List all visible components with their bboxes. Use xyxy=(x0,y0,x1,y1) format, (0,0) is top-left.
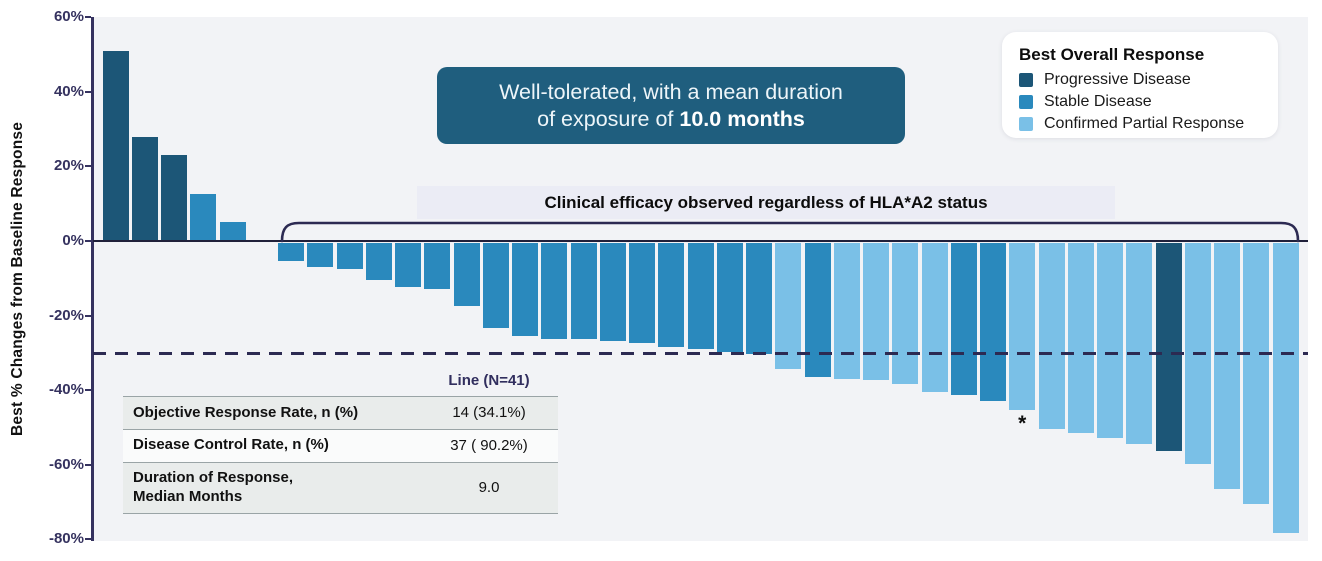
bar-sd xyxy=(541,242,568,340)
bar-sd xyxy=(424,242,451,290)
legend-item-label: Confirmed Partial Response xyxy=(1044,115,1245,132)
y-tick-mark xyxy=(85,90,91,93)
table-header-row: Line (N=41) xyxy=(123,372,558,396)
bar-sd xyxy=(453,242,480,306)
legend-swatch-icon xyxy=(1019,95,1033,109)
bar-sd xyxy=(395,242,421,288)
bar-sd xyxy=(512,242,538,336)
legend-item-label: Stable Disease xyxy=(1044,93,1152,110)
bar-sd xyxy=(950,242,977,396)
y-tick-label: 40% xyxy=(53,82,84,100)
callout-bold-value: 10.0 months xyxy=(679,106,805,131)
bar-cpr xyxy=(1097,242,1123,439)
bar-sd xyxy=(716,242,743,353)
bar-sd xyxy=(336,242,363,269)
y-tick-mark xyxy=(85,240,91,242)
bar-cpr xyxy=(863,242,889,381)
bar-pd xyxy=(161,155,187,241)
table-row-label: Duration of Response, Median Months xyxy=(133,469,294,505)
table-header-line-n41: Line (N=41) xyxy=(448,372,530,389)
table-row-label: Objective Response Rate, n (%) xyxy=(133,403,359,421)
bar-sd xyxy=(746,242,772,355)
bar-cpr xyxy=(1009,242,1036,411)
y-tick-label: 0% xyxy=(62,232,84,249)
bar-pd xyxy=(131,136,158,241)
bar-pd xyxy=(102,50,129,241)
bar-cpr xyxy=(892,242,919,385)
efficacy-annotation: Clinical efficacy observed regardless of… xyxy=(417,186,1115,219)
y-tick-label: -60% xyxy=(48,455,84,473)
bar-sd xyxy=(629,242,655,344)
legend-item-pd: Progressive Disease xyxy=(1019,69,1278,91)
bar-sd xyxy=(278,242,304,262)
y-axis-line xyxy=(91,17,94,541)
y-tick-label: -20% xyxy=(48,306,84,324)
legend: Best Overall Response Progressive Diseas… xyxy=(1002,32,1278,138)
bar-sd xyxy=(804,242,831,377)
zero-baseline xyxy=(93,239,1308,242)
y-tick-label: 60% xyxy=(53,8,84,26)
minus-30-percent-reference-line xyxy=(93,351,1308,355)
bar-sd xyxy=(190,194,217,241)
footnote-asterisk: * xyxy=(1018,411,1027,435)
legend-item-cpr: Confirmed Partial Response xyxy=(1019,113,1278,135)
legend-swatch-icon xyxy=(1019,73,1033,87)
y-tick-mark xyxy=(85,165,91,168)
bar-pd xyxy=(1155,242,1182,452)
bar-sd xyxy=(599,242,626,342)
bar-sd xyxy=(980,242,1006,401)
y-tick-label: 20% xyxy=(53,157,84,175)
legend-swatch-icon xyxy=(1019,117,1033,131)
y-axis-title: Best % Changes from Baseline Response xyxy=(9,121,26,437)
table-row-value: 14 (34.1%) xyxy=(452,404,526,422)
bar-cpr xyxy=(1272,242,1299,534)
callout-line2: of exposure of 10.0 months xyxy=(537,106,805,131)
callout-line1: Well-tolerated, with a mean duration xyxy=(499,79,843,104)
y-tick-mark xyxy=(85,16,91,19)
table-row-value: 9.0 xyxy=(478,479,500,497)
bar-cpr xyxy=(1243,242,1270,504)
bar-sd xyxy=(307,242,334,267)
bar-cpr xyxy=(1214,242,1240,489)
table-row-label: Disease Control Rate, n (%) xyxy=(133,436,329,454)
table-row: Objective Response Rate, n (%) 14 (34.1%) xyxy=(123,396,558,429)
legend-items: Progressive Disease Stable Disease Confirm… xyxy=(1019,69,1278,135)
table-body: Objective Response Rate, n (%) 14 (34.1%)… xyxy=(123,396,558,514)
bar-cpr xyxy=(775,242,802,370)
bar-sd xyxy=(365,242,392,280)
bar-cpr xyxy=(1038,242,1065,429)
bar-sd xyxy=(687,242,714,349)
response-summary-table: Line (N=41) Objective Response Rate, n (… xyxy=(123,372,558,514)
bar-sd xyxy=(219,222,246,241)
y-tick-mark xyxy=(85,538,91,541)
y-tick-label: -80% xyxy=(48,530,84,548)
efficacy-annotation-text: Clinical efficacy observed regardless of… xyxy=(544,192,988,212)
table-row: Duration of Response, Median Months 9.0 xyxy=(123,461,558,514)
bar-sd xyxy=(482,242,509,329)
y-tick-mark xyxy=(85,389,91,392)
legend-item-sd: Stable Disease xyxy=(1019,91,1278,113)
y-tick-label: -40% xyxy=(48,381,84,399)
y-tick-mark xyxy=(85,463,91,466)
bar-cpr xyxy=(1067,242,1094,433)
y-tick-mark xyxy=(85,314,91,317)
legend-item-label: Progressive Disease xyxy=(1044,71,1191,88)
bar-cpr xyxy=(1126,242,1153,444)
bar-sd xyxy=(658,242,685,347)
bar-cpr xyxy=(921,242,948,392)
bar-sd xyxy=(570,242,597,340)
table-header-spacer xyxy=(123,372,420,389)
table-row: Disease Control Rate, n (%) 37 ( 90.2%) xyxy=(123,428,558,462)
table-row-value: 37 ( 90.2%) xyxy=(450,437,528,455)
bar-cpr xyxy=(833,242,860,379)
tolerability-callout: Well-tolerated, with a mean duration of … xyxy=(437,67,905,144)
legend-title: Best Overall Response xyxy=(1019,45,1205,64)
